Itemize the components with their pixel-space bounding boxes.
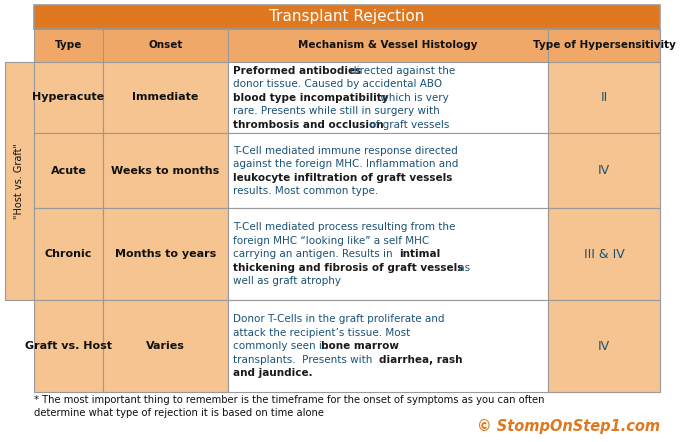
- Text: Months to years: Months to years: [115, 249, 216, 259]
- Text: directed against the: directed against the: [350, 66, 455, 76]
- Text: Preformed antibodies: Preformed antibodies: [233, 66, 365, 76]
- Bar: [103, 208, 228, 300]
- Bar: [228, 29, 548, 62]
- Text: results. Most common type.: results. Most common type.: [233, 186, 378, 196]
- Text: which is very: which is very: [377, 93, 449, 103]
- Text: Hyperacute: Hyperacute: [33, 92, 105, 103]
- Text: donor tissue. Caused by accidental ABO: donor tissue. Caused by accidental ABO: [233, 80, 442, 89]
- Bar: [548, 133, 660, 208]
- Text: against the foreign MHC. Inflammation and: against the foreign MHC. Inflammation an…: [233, 159, 458, 169]
- Text: attack the recipient’s tissue. Most: attack the recipient’s tissue. Most: [233, 328, 410, 338]
- Bar: [548, 29, 660, 62]
- Text: carrying an antigen. Results in: carrying an antigen. Results in: [233, 249, 396, 259]
- Text: "Host vs. Graft": "Host vs. Graft": [14, 143, 24, 219]
- Text: of graft vessels: of graft vessels: [367, 120, 449, 130]
- Bar: [5, 62, 34, 300]
- Bar: [548, 208, 660, 300]
- Text: IV: IV: [598, 164, 610, 177]
- Text: T-Cell mediated immune response directed: T-Cell mediated immune response directed: [233, 145, 458, 156]
- Text: as: as: [455, 263, 470, 273]
- Text: commonly seen in: commonly seen in: [233, 341, 332, 351]
- Text: thrombosis and occlusion: thrombosis and occlusion: [233, 120, 384, 130]
- Bar: [103, 300, 228, 392]
- Text: and jaundice.: and jaundice.: [233, 368, 313, 378]
- Text: Onset: Onset: [148, 41, 183, 50]
- Text: rare. Presents while still in surgery with: rare. Presents while still in surgery wi…: [233, 107, 440, 116]
- Text: Chronic: Chronic: [45, 249, 92, 259]
- Bar: [103, 29, 228, 62]
- Bar: [548, 62, 660, 133]
- Text: Weeks to months: Weeks to months: [112, 165, 220, 175]
- Bar: [548, 300, 660, 392]
- Text: determine what type of rejection it is based on time alone: determine what type of rejection it is b…: [34, 408, 324, 418]
- Text: bone marrow: bone marrow: [322, 341, 399, 351]
- Bar: [34, 133, 103, 208]
- Bar: [34, 208, 103, 300]
- Text: diarrhea, rash: diarrhea, rash: [379, 355, 462, 365]
- Text: thickening and fibrosis of graft vessels: thickening and fibrosis of graft vessels: [233, 263, 463, 273]
- Text: leukocyte infiltration of graft vessels: leukocyte infiltration of graft vessels: [233, 173, 452, 183]
- Text: Type: Type: [55, 41, 82, 50]
- Text: Varies: Varies: [146, 341, 185, 351]
- Text: Donor T-Cells in the graft proliferate and: Donor T-Cells in the graft proliferate a…: [233, 314, 445, 324]
- Text: blood type incompatibility: blood type incompatibility: [233, 93, 388, 103]
- Text: foreign MHC “looking like” a self MHC: foreign MHC “looking like” a self MHC: [233, 236, 429, 246]
- Text: © StompOnStep1.com: © StompOnStep1.com: [477, 419, 660, 434]
- Text: T-Cell mediated process resulting from the: T-Cell mediated process resulting from t…: [233, 222, 456, 232]
- Text: Acute: Acute: [50, 165, 86, 175]
- Text: * The most important thing to remember is the timeframe for the onset of symptom: * The most important thing to remember i…: [34, 395, 545, 405]
- Text: well as graft atrophy: well as graft atrophy: [233, 276, 341, 286]
- Bar: [34, 29, 103, 62]
- Bar: [34, 62, 103, 133]
- Bar: [34, 300, 103, 392]
- Bar: [228, 300, 548, 392]
- Text: transplants.  Presents with: transplants. Presents with: [233, 355, 375, 365]
- Text: III & IV: III & IV: [583, 248, 624, 260]
- Text: Immediate: Immediate: [133, 92, 199, 103]
- Text: Type of Hypersensitivity: Type of Hypersensitivity: [532, 41, 675, 50]
- Text: IV: IV: [598, 339, 610, 353]
- Bar: [34, 5, 660, 29]
- Bar: [228, 208, 548, 300]
- Bar: [103, 133, 228, 208]
- Text: intimal: intimal: [399, 249, 441, 259]
- Text: Mechanism & Vessel Histology: Mechanism & Vessel Histology: [299, 41, 478, 50]
- Text: Graft vs. Host: Graft vs. Host: [25, 341, 112, 351]
- Bar: [228, 62, 548, 133]
- Text: Transplant Rejection: Transplant Rejection: [269, 9, 425, 24]
- Text: II: II: [600, 91, 608, 104]
- Bar: [228, 133, 548, 208]
- Bar: [103, 62, 228, 133]
